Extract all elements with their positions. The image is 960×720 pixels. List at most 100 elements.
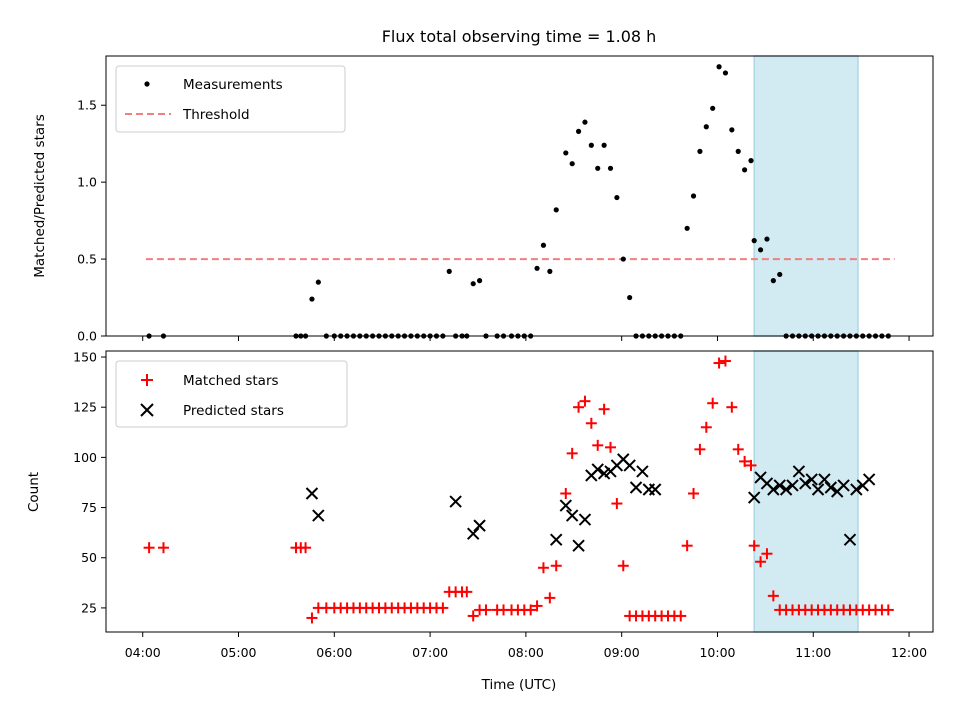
measurement-point xyxy=(748,158,754,164)
matched-star-point xyxy=(681,540,693,552)
measurement-point xyxy=(553,207,559,213)
predicted-star-point xyxy=(305,487,319,500)
predicted-star-point xyxy=(773,479,786,492)
measurement-point xyxy=(582,119,588,125)
top-legend-box xyxy=(115,65,346,133)
matched-star-point xyxy=(592,439,604,451)
highlight-band xyxy=(753,55,859,337)
predicted-star-point xyxy=(466,527,480,540)
legend-measurements-label: Measurements xyxy=(183,77,283,93)
matched-star-point xyxy=(560,488,572,500)
y-tick-label: 25 xyxy=(81,600,97,615)
matched-star-point xyxy=(719,355,731,367)
top-axes-frame xyxy=(105,55,934,337)
matched-star-point xyxy=(761,548,773,560)
measurement-point xyxy=(595,165,601,171)
predicted-star-point xyxy=(559,499,573,512)
legend-predicted-marker xyxy=(140,403,154,417)
matched-star-point xyxy=(688,488,700,500)
measurement-point xyxy=(569,161,575,167)
x-tick-label: 08:00 xyxy=(508,645,544,660)
matched-star-point xyxy=(143,542,155,554)
matched-star-point xyxy=(739,455,751,467)
top-ylabel: Matched/Predicted stars xyxy=(32,114,48,277)
y-tick-label: 0.0 xyxy=(77,329,97,344)
measurement-point xyxy=(751,238,757,244)
measurement-point xyxy=(777,271,783,278)
predicted-star-point xyxy=(648,483,662,496)
predicted-star-point xyxy=(837,479,850,492)
matched-star-point xyxy=(579,395,591,407)
legend-predicted-label: Predicted stars xyxy=(183,403,284,419)
predicted-star-point xyxy=(572,539,585,552)
matched-star-point xyxy=(573,401,585,413)
measurement-point xyxy=(547,268,553,274)
top-panel: 0.0 0.5 1.0 1.5 Matched/Predicted stars Mea… xyxy=(32,55,934,344)
matched-star-point xyxy=(611,498,623,510)
predicted-star-point xyxy=(747,491,761,504)
matched-star-point xyxy=(566,447,578,459)
measurement-point xyxy=(684,225,690,231)
predicted-star-point xyxy=(818,473,831,486)
x-tick-label: 07:00 xyxy=(412,645,448,660)
legend-matched-label: Matched stars xyxy=(183,373,279,389)
matched-star-point xyxy=(726,401,738,413)
legend-measurement-marker xyxy=(144,81,150,87)
matched-star-point xyxy=(745,459,757,471)
predicted-star-point xyxy=(824,481,838,494)
x-tick-label: 10:00 xyxy=(699,645,735,660)
matched-star-point xyxy=(437,602,449,614)
top-axis-ticks: 0.0 0.5 1.0 1.5 xyxy=(77,98,910,344)
predicted-star-point xyxy=(629,481,643,494)
measurement-point xyxy=(722,70,729,76)
legend-threshold-label: Threshold xyxy=(182,107,250,123)
matched-star-point xyxy=(617,560,629,572)
measurement-point xyxy=(620,256,626,262)
measurement-point xyxy=(563,150,569,156)
observing-span-highlight xyxy=(753,55,859,337)
predicted-star-point xyxy=(312,509,325,522)
x-tick-label: 11:00 xyxy=(795,645,831,660)
measurement-point xyxy=(476,278,483,284)
measurement-point xyxy=(601,142,607,148)
matched-star-point xyxy=(882,604,894,616)
measurement-point xyxy=(729,127,735,133)
matched-star-point xyxy=(713,357,725,369)
y-tick-label: 100 xyxy=(73,450,97,465)
bottom-xlabel: Time (UTC) xyxy=(481,677,557,693)
predicted-star-point xyxy=(779,483,793,496)
measurement-point xyxy=(309,296,315,302)
matched-star-point xyxy=(531,600,543,612)
predicted-star-point xyxy=(565,509,579,522)
measurement-point xyxy=(607,165,614,171)
x-tick-label: 06:00 xyxy=(316,645,352,660)
matched-star-point xyxy=(598,403,610,415)
predicted-star-point xyxy=(449,495,462,508)
measurement-point xyxy=(614,194,620,201)
predicted-star-point xyxy=(850,483,863,496)
measurement-point xyxy=(588,142,594,148)
matched-star-point xyxy=(544,592,556,604)
y-tick-label: 50 xyxy=(81,550,97,565)
measurement-point xyxy=(735,148,741,154)
predicted-star-point xyxy=(799,477,812,490)
predicted-star-point xyxy=(811,483,825,496)
predicted-star-point xyxy=(805,473,818,486)
matched-star-point xyxy=(585,417,597,429)
matched-star-point xyxy=(675,610,687,622)
matched-star-point xyxy=(605,441,617,453)
predicted-star-point xyxy=(767,483,780,496)
measurement-point xyxy=(446,268,452,274)
bottom-axis-ticks: 04:00 05:00 06:00 07:00 08:00 09:00 10:00 11:00… xyxy=(73,350,927,660)
measurement-point xyxy=(690,193,697,199)
measurement-point xyxy=(770,278,776,284)
matched-star-point xyxy=(467,610,479,622)
x-tick-label: 09:00 xyxy=(604,645,640,660)
top-legend: Measurements Threshold xyxy=(115,65,346,133)
matched-star-point xyxy=(748,540,760,552)
predicted-star-point xyxy=(862,473,876,486)
predicted-star-point xyxy=(786,479,799,492)
measurement-point xyxy=(716,64,722,70)
predicted-star-point xyxy=(550,533,563,546)
